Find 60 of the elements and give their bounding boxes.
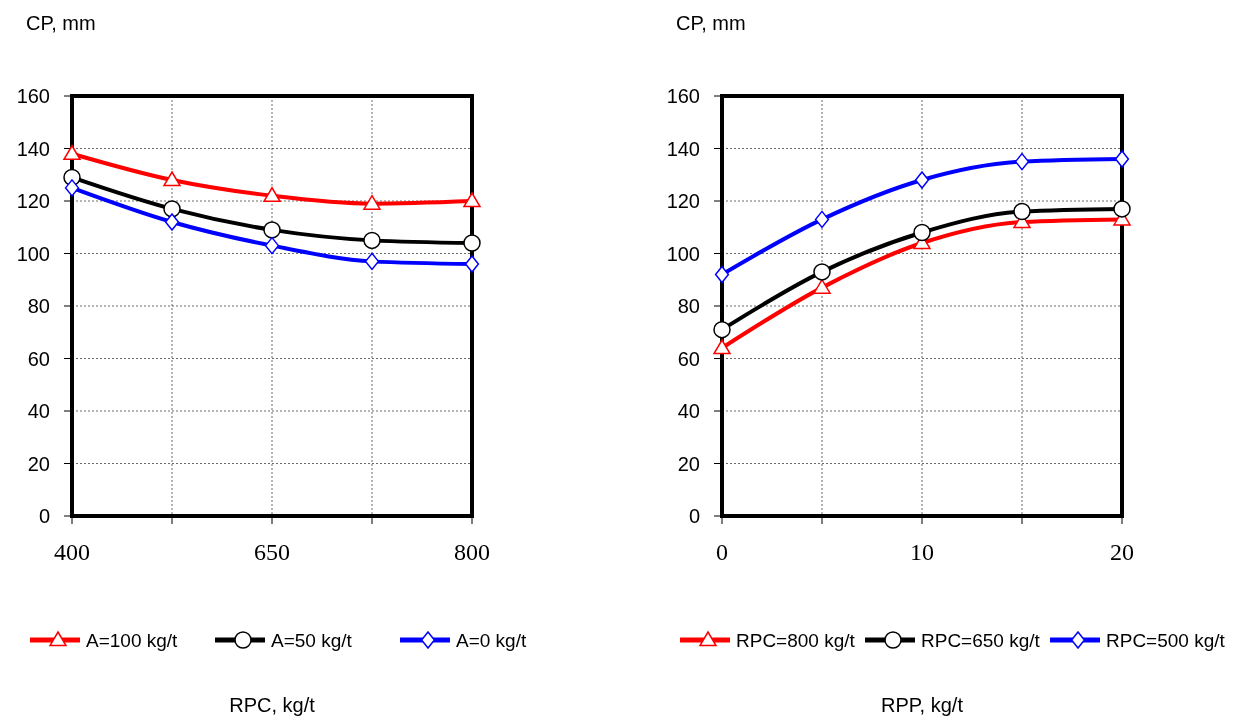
- y-tick-label: 60: [677, 347, 700, 370]
- y-tick-label: 120: [16, 190, 50, 212]
- point: [63, 145, 81, 161]
- y-tick-label: 0: [688, 505, 700, 527]
- point: [264, 236, 280, 255]
- y-tick-label: 0: [38, 505, 50, 527]
- point: [1013, 202, 1031, 221]
- legend-label: RPC=650 kg/t: [921, 629, 1041, 651]
- point: [1014, 152, 1030, 171]
- legend-label: A=0 kg/t: [456, 629, 527, 651]
- x-tick-label: 10: [910, 539, 934, 565]
- y-tick-label: 80: [677, 295, 700, 317]
- legend-label: RPC=500 kg/t: [1106, 629, 1226, 651]
- y-tick-label: 120: [666, 190, 700, 212]
- point: [913, 223, 931, 242]
- point: [814, 210, 830, 229]
- point: [64, 179, 80, 197]
- point: [464, 255, 480, 273]
- y-tick-label: 20: [27, 452, 50, 475]
- point: [713, 320, 731, 339]
- y-tick-label: 100: [16, 242, 50, 265]
- point: [163, 200, 181, 218]
- point: [1113, 200, 1131, 218]
- point: [813, 278, 831, 294]
- point: [163, 171, 181, 187]
- point: [364, 252, 380, 271]
- y-tick-label: 20: [677, 452, 700, 475]
- y-tick-label: 140: [16, 137, 50, 160]
- point: [1114, 150, 1130, 168]
- y-tick-label: 160: [16, 85, 50, 107]
- x-axis-title: RPC, kg/t: [229, 694, 316, 716]
- x-tick-label: 800: [454, 539, 490, 565]
- y-axis-title: CP, mm: [676, 12, 746, 34]
- legend-label: A=50 kg/t: [271, 629, 353, 651]
- legend-label: A=100 kg/t: [86, 629, 179, 651]
- point: [463, 234, 481, 252]
- point: [714, 265, 730, 284]
- y-tick-label: 60: [27, 347, 50, 370]
- y-axis-title: CP, mm: [26, 12, 96, 34]
- legend-label: RPC=800 kg/t: [736, 629, 856, 651]
- point: [263, 221, 281, 239]
- point: [914, 171, 930, 189]
- x-axis-title: RPP, kg/t: [881, 694, 964, 716]
- point: [164, 213, 180, 231]
- x-tick-label: 650: [254, 539, 290, 565]
- point: [363, 231, 381, 250]
- point: [813, 263, 831, 281]
- y-tick-label: 80: [27, 295, 50, 317]
- x-tick-label: 20: [1110, 539, 1134, 565]
- y-tick-label: 100: [666, 242, 700, 265]
- y-tick-label: 40: [677, 400, 700, 422]
- point: [263, 187, 281, 203]
- y-tick-label: 40: [27, 400, 50, 422]
- point: [713, 339, 731, 355]
- x-tick-label: 400: [54, 539, 90, 565]
- y-tick-label: 160: [666, 85, 700, 107]
- y-tick-label: 140: [666, 137, 700, 160]
- x-tick-label: 0: [716, 539, 728, 565]
- point: [363, 194, 381, 210]
- point: [463, 192, 481, 208]
